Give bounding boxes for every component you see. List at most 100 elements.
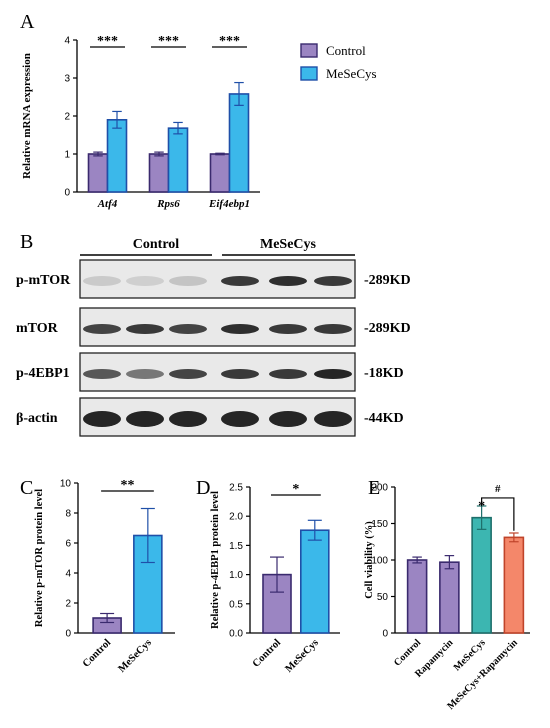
- blot-band: [269, 276, 307, 286]
- chart-d-significance: *: [292, 482, 299, 497]
- chart-a-mesecys-bar: [106, 119, 128, 193]
- blot-size-label: -18KD: [364, 366, 404, 381]
- blot-band: [314, 411, 352, 427]
- chart-a-significance: ***: [219, 34, 240, 49]
- chart-a-y-tick-label: 3: [64, 74, 70, 85]
- chart-c-x-tick-label: Control: [81, 637, 113, 669]
- blot-group-control: Control: [133, 237, 180, 252]
- blot-band: [221, 411, 259, 427]
- chart-c-y-tick-label: 6: [65, 539, 71, 550]
- chart-c-significance: **: [120, 478, 134, 493]
- blot-band: [269, 324, 307, 334]
- chart-e-significance-hash: #: [495, 483, 501, 495]
- chart-e-y-label: Cell viability (%): [364, 521, 375, 599]
- chart-a-control-bar: [87, 153, 109, 193]
- blot-membrane: [79, 259, 356, 299]
- blot-size-label: -44KD: [364, 411, 404, 426]
- panel-a-letter: A: [20, 11, 35, 33]
- chart-a-significance: ***: [97, 34, 118, 49]
- blot-band: [126, 276, 164, 286]
- chart-c-y-tick-label: 10: [60, 479, 72, 490]
- blot-band: [221, 324, 259, 334]
- chart-e-bar-1-bar: [439, 561, 460, 634]
- blot-rows: p-mTOR -289KD mTOR -289KD p-4EBP1 -18KD β-acti…: [16, 259, 411, 437]
- panel-c-letter: C: [20, 477, 33, 499]
- chart-a-mesecys-bar: [228, 93, 250, 193]
- blot-band: [221, 276, 259, 286]
- blot-band: [314, 369, 352, 379]
- blot-membrane: [79, 307, 356, 347]
- panel-e-letter: E: [368, 477, 380, 499]
- chart-a-significance: ***: [158, 34, 179, 49]
- blot-row-label: p-4EBP1: [16, 366, 70, 381]
- chart-e-significance-star: *: [478, 499, 485, 514]
- blot-band: [126, 324, 164, 334]
- chart-d-x-tick-label: Control: [251, 637, 283, 669]
- chart-c-y-tick-label: 2: [65, 599, 71, 610]
- chart-a-y-tick-label: 0: [64, 188, 70, 199]
- blot-band: [169, 324, 207, 334]
- chart-e-y-tick-label: 100: [371, 556, 388, 567]
- chart-a: 0 1 2 3 4 Relative mRNA expression Atf4 *** Rps6…: [21, 34, 260, 210]
- chart-a-y-tick-label: 1: [64, 150, 70, 161]
- chart-e-y-tick-label: 50: [377, 592, 389, 603]
- blot-band: [169, 276, 207, 286]
- blot-size-label: -289KD: [364, 321, 411, 336]
- panel-b-letter: B: [20, 231, 33, 253]
- chart-d-x-tick-label: MeSeCys: [283, 637, 320, 674]
- blot-size-label: -289KD: [364, 273, 411, 288]
- blot-membrane: [79, 397, 356, 437]
- legend-swatch-mesecys: [300, 66, 318, 81]
- chart-c-y-tick-label: 0: [65, 629, 71, 640]
- chart-d-y-tick-label: 1.5: [229, 541, 243, 552]
- chart-d-mesecys-bar: [299, 529, 330, 634]
- chart-a-legend: Control MeSeCys: [300, 43, 377, 81]
- chart-a-x-tick-label: Eif4ebp1: [208, 198, 250, 210]
- chart-c-x-tick-label: MeSeCys: [116, 637, 153, 674]
- chart-a-y-tick-label: 2: [64, 112, 70, 123]
- chart-c-y-tick-label: 4: [65, 569, 71, 580]
- chart-e-y-tick-label: 0: [382, 629, 388, 640]
- blot-band: [221, 369, 259, 379]
- chart-e-comparison-bracket: [481, 497, 515, 531]
- blot-band: [126, 411, 164, 427]
- legend-label-mesecys: MeSeCys: [326, 66, 377, 81]
- blot-band: [126, 369, 164, 379]
- chart-a-y-label: Relative mRNA expression: [21, 53, 33, 179]
- blot-row-label: β-actin: [16, 411, 58, 426]
- blot-row-label: mTOR: [16, 321, 59, 336]
- chart-e-bar-2-bar: [471, 516, 492, 634]
- chart-d-y-label: Relative p-4EBP1 protein level: [210, 491, 221, 629]
- chart-d-y-tick-label: 0.0: [229, 629, 243, 640]
- chart-e-y-tick-label: 150: [371, 519, 388, 530]
- chart-a-y-tick-label: 4: [64, 36, 70, 47]
- legend-swatch-control: [300, 43, 318, 58]
- chart-a-control-bar: [209, 153, 231, 193]
- blot-band: [83, 369, 121, 379]
- chart-d-y-tick-label: 0.5: [229, 599, 243, 610]
- chart-c-y-label: Relative p-mTOR protein level: [34, 489, 45, 627]
- blot-band: [83, 324, 121, 334]
- chart-d-y-tick-label: 2.5: [229, 483, 243, 494]
- panel-d-letter: D: [196, 477, 210, 499]
- chart-d: 0.0 0.5 1.0 1.5 2.0 2.5 Relative p-4EBP1 prote…: [210, 482, 340, 675]
- chart-e-bar-0-bar: [406, 559, 428, 634]
- chart-e-x-tick-label: Control: [392, 637, 423, 668]
- chart-d-y-tick-label: 2.0: [229, 512, 243, 523]
- chart-d-y-tick-label: 1.0: [229, 570, 243, 581]
- blot-band: [83, 276, 121, 286]
- legend-label-control: Control: [326, 43, 366, 58]
- chart-e-bar-3-bar: [503, 536, 525, 634]
- chart-e-y-tick-label: 200: [371, 483, 388, 494]
- blot-band: [169, 369, 207, 379]
- blot-band: [169, 411, 207, 427]
- chart-a-x-tick-label: Rps6: [156, 198, 180, 210]
- blot-row-label: p-mTOR: [16, 273, 71, 288]
- chart-a-x-tick-label: Atf4: [97, 198, 118, 210]
- chart-a-control-bar: [148, 153, 170, 193]
- blot-group-mesecys: MeSeCys: [260, 237, 317, 252]
- blot-membrane: [79, 352, 356, 392]
